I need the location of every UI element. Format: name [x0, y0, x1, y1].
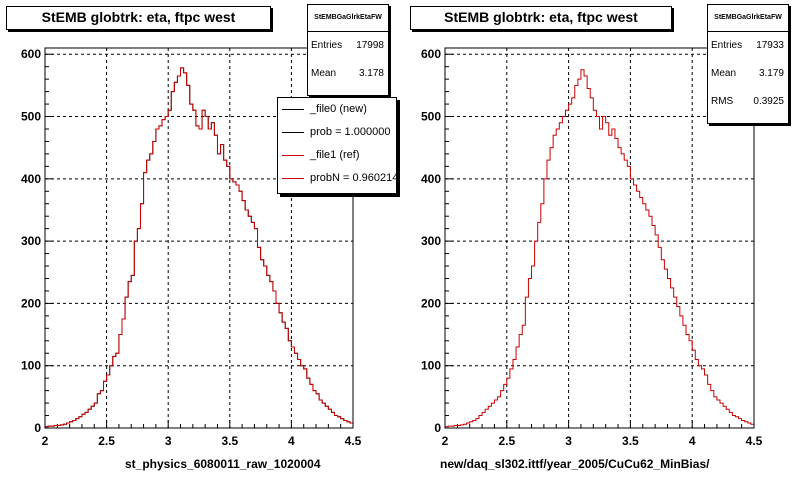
y-tick-label: 200 [21, 296, 41, 310]
x-tick-label: 2 [442, 434, 449, 448]
histogram-plot-left: 2 2.5 3 3.5 4 4.5 0 100 200 300 400 500 600 [21, 47, 362, 448]
y-tick-label: 300 [421, 234, 441, 248]
stats-histogram-name: StEMBGaGlrkEtaFW [308, 5, 388, 32]
histogram-series-line [444, 69, 754, 428]
histogram-title: StEMB globtrk: eta, ftpc west [410, 6, 672, 30]
stats-row-rms: RMS 0.3925 [708, 88, 788, 116]
legend-entry-new: _file0 (new) [278, 98, 396, 121]
stats-row-entries: Entries 17998 [308, 32, 388, 60]
stats-mean-label: Mean [311, 68, 337, 79]
y-tick-label: 600 [421, 47, 441, 61]
histogram-title: StEMB globtrk: eta, ftpc west [6, 6, 271, 30]
x-tick-label: 4 [288, 434, 295, 448]
y-tick-label: 200 [421, 296, 441, 310]
legend-label: prob = 1.000000 [310, 126, 391, 138]
y-tick-label: 600 [21, 47, 41, 61]
x-tick-label: 2 [42, 434, 49, 448]
y-tick-label: 0 [34, 421, 41, 435]
stats-row-mean: Mean 3.178 [308, 60, 388, 88]
stats-box: StEMBGaGlrkEtaFW Entries 17933 Mean 3.17… [707, 4, 789, 124]
x-tick-label: 2.5 [98, 434, 115, 448]
x-tick-label: 3.5 [221, 434, 238, 448]
x-tick-label: 3.5 [622, 434, 639, 448]
stats-rms-value: 0.3925 [753, 96, 784, 107]
plot-frame [444, 47, 755, 429]
legend-entry-probn: probN = 0.960214 [278, 167, 396, 190]
legend-entry-prob: prob = 1.000000 [278, 121, 396, 144]
y-tick-label: 400 [21, 172, 41, 186]
stats-mean-value: 3.179 [758, 68, 784, 79]
stats-row-entries: Entries 17933 [708, 32, 788, 60]
legend-swatch-ref [282, 155, 304, 156]
x-tick-label: 2.5 [498, 434, 515, 448]
y-tick-label: 500 [421, 110, 441, 124]
plot-frame [44, 47, 354, 429]
stats-histogram-name: StEMBGaGlrkEtaFW [708, 5, 788, 32]
legend-label: probN = 0.960214 [310, 172, 397, 184]
histogram-series-line [44, 67, 353, 428]
stats-rms-label: RMS [711, 96, 734, 107]
legend-entry-ref: _file1 (ref) [278, 144, 396, 167]
histogram-plot-right: 2 2.5 3 3.5 4 4.5 0 100 200 300 400 500 600 [421, 47, 763, 448]
legend-swatch-probn [282, 178, 304, 179]
stats-entries-value: 17998 [356, 40, 384, 51]
histogram-panel-right: 2 2.5 3 3.5 4 4.5 0 100 200 300 400 500 600 StEMB gl… [400, 0, 800, 480]
x-axis-title: st_physics_6080011_raw_1020004 [125, 457, 321, 471]
stats-mean-value: 3.178 [358, 68, 384, 79]
legend-label: _file0 (new) [310, 103, 367, 115]
stats-entries-label: Entries [711, 40, 743, 51]
stats-box: StEMBGaGlrkEtaFW Entries 17998 Mean 3.17… [307, 4, 389, 96]
x-tick-label: 4.5 [345, 434, 362, 448]
y-tick-label: 100 [21, 359, 41, 373]
x-tick-label: 3 [565, 434, 572, 448]
x-tick-label: 4.5 [746, 434, 763, 448]
stats-mean-label: Mean [711, 68, 737, 79]
y-tick-label: 400 [421, 172, 441, 186]
legend-swatch-prob [282, 132, 304, 133]
x-tick-label: 4 [689, 434, 696, 448]
histogram-panel-left: 2 2.5 3 3.5 4 4.5 0 100 200 300 400 500 600 StEMB gl… [6, 4, 397, 471]
x-axis-title: new/daq_sl302.ittf/year_2005/CuCu62_MinB… [440, 457, 710, 471]
x-tick-label: 3 [165, 434, 172, 448]
y-tick-label: 100 [421, 359, 441, 373]
y-tick-label: 300 [21, 234, 41, 248]
y-tick-label: 0 [434, 421, 441, 435]
stats-entries-value: 17933 [756, 40, 784, 51]
legend-label: _file1 (ref) [310, 149, 360, 161]
legend: _file0 (new) prob = 1.000000 _file1 (ref… [277, 97, 397, 194]
legend-swatch-new [282, 109, 304, 110]
stats-row-mean: Mean 3.179 [708, 60, 788, 88]
stats-entries-label: Entries [311, 40, 343, 51]
y-tick-label: 500 [21, 110, 41, 124]
